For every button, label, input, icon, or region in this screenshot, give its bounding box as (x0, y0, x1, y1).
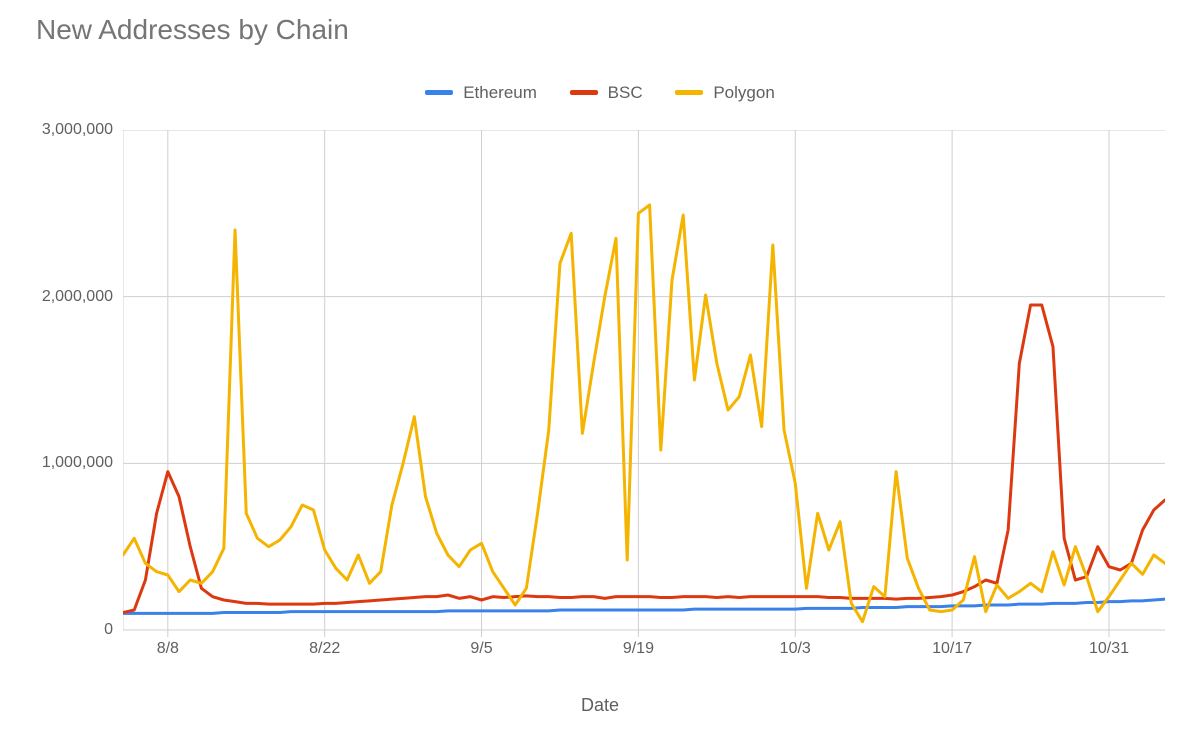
legend-swatch-polygon (675, 90, 703, 95)
legend-label-bsc: BSC (608, 83, 643, 103)
chart-container: New Addresses by Chain Ethereum BSC Poly… (0, 0, 1200, 742)
legend-label-ethereum: Ethereum (463, 83, 537, 103)
x-tick-label: 10/17 (932, 640, 972, 658)
plot-area (123, 130, 1165, 640)
x-tick-label: 10/3 (780, 640, 811, 658)
chart-title: New Addresses by Chain (36, 14, 349, 46)
legend: Ethereum BSC Polygon (0, 80, 1200, 103)
x-tick-label: 9/19 (623, 640, 654, 658)
x-tick-label: 9/5 (470, 640, 492, 658)
legend-item-bsc: BSC (570, 83, 643, 103)
legend-swatch-ethereum (425, 90, 453, 95)
x-tick-label: 8/22 (309, 640, 340, 658)
legend-swatch-bsc (570, 90, 598, 95)
y-tick-label: 1,000,000 (42, 454, 113, 472)
legend-item-polygon: Polygon (675, 83, 774, 103)
x-tick-label: 8/8 (157, 640, 179, 658)
legend-item-ethereum: Ethereum (425, 83, 537, 103)
x-axis-title: Date (0, 695, 1200, 716)
y-tick-label: 3,000,000 (42, 121, 113, 139)
y-tick-label: 0 (104, 621, 113, 639)
legend-label-polygon: Polygon (713, 83, 774, 103)
x-tick-label: 10/31 (1089, 640, 1129, 658)
y-tick-label: 2,000,000 (42, 288, 113, 306)
